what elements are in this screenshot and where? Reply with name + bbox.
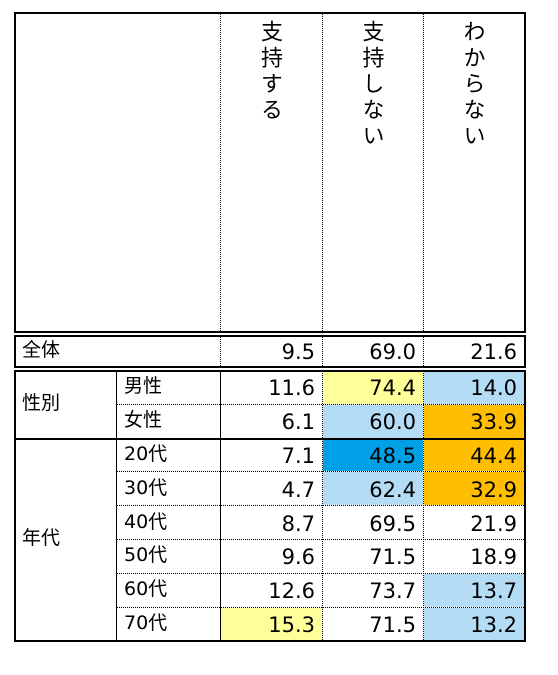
row-value-1-3: 14.0: [470, 376, 517, 401]
overall-divider-3: [423, 335, 424, 366]
row-label-4: 30代: [124, 476, 168, 499]
row-value-1-2: 74.4: [369, 376, 416, 401]
overall-left-border: [14, 335, 16, 366]
body-top-border: [14, 370, 526, 372]
row-value-1-1: 11.6: [268, 376, 315, 401]
highlight-orange-4-3: [424, 472, 524, 506]
highlight-light-blue-8-3: [424, 607, 524, 641]
body-left-border: [14, 370, 16, 641]
row-label-1: 男性: [124, 375, 163, 398]
row-label-5: 40代: [124, 510, 168, 533]
header-right-border: [524, 12, 526, 331]
highlight-yellow-8-1: [221, 607, 322, 641]
group-label-2: 年代: [22, 527, 61, 550]
header-divider-2: [322, 12, 323, 331]
header-divider-3: [423, 12, 424, 331]
highlight-light-blue-7-3: [424, 573, 524, 607]
row-value-3-1: 7.1: [281, 443, 315, 468]
overall-bottom-border: [14, 366, 526, 368]
row-value-8-3: 13.2: [470, 612, 517, 637]
row-value-7-3: 13.7: [470, 579, 517, 604]
highlight-orange-3-3: [424, 438, 524, 472]
overall-value-3: 21.6: [470, 340, 517, 364]
row-value-2-1: 6.1: [281, 410, 315, 435]
row-value-6-2: 71.5: [369, 545, 416, 570]
category-divider: [116, 370, 117, 641]
highlight-orange-2-3: [424, 404, 524, 438]
row-label-7: 60代: [124, 578, 168, 601]
row-divider-4: [116, 471, 524, 473]
header-left-border: [14, 12, 16, 331]
overall-divider-1: [220, 335, 221, 366]
body-right-border: [524, 370, 526, 641]
label-divider: [220, 370, 221, 641]
row-label-3: 20代: [124, 442, 168, 465]
row-value-8-2: 71.5: [369, 612, 416, 637]
column-header-2: 支持しない: [358, 20, 384, 150]
row-value-8-1: 15.3: [268, 612, 315, 637]
row-divider-2: [116, 403, 524, 405]
highlight-light-blue-2-2: [323, 404, 423, 438]
row-value-3-3: 44.4: [470, 443, 517, 468]
overall-value-2: 69.0: [369, 340, 416, 364]
row-value-6-3: 18.9: [470, 545, 517, 570]
row-divider-5: [116, 505, 524, 507]
row-value-5-2: 69.5: [369, 511, 416, 536]
row-value-2-2: 60.0: [369, 410, 416, 435]
row-label-8: 70代: [124, 611, 168, 634]
row-label-6: 50代: [124, 544, 168, 567]
highlight-light-blue-1-3: [424, 371, 524, 404]
row-value-5-1: 8.7: [281, 511, 315, 536]
column-header-1: 支持する: [257, 20, 282, 124]
row-divider-7: [116, 572, 524, 574]
row-value-7-2: 73.7: [369, 579, 416, 604]
row-value-5-3: 21.9: [470, 511, 517, 536]
body-divider-2: [423, 370, 424, 641]
column-header-3: わからない: [459, 20, 485, 150]
group-separator-1: [14, 437, 526, 440]
row-value-7-1: 12.6: [268, 579, 315, 604]
overall-divider-2: [322, 335, 323, 366]
row-value-6-1: 9.6: [281, 545, 315, 570]
row-value-4-2: 62.4: [369, 477, 416, 502]
overall-top-border: [14, 335, 526, 337]
row-divider-8: [116, 606, 524, 608]
highlight-light-blue-4-2: [323, 472, 423, 506]
overall-right-border: [524, 335, 526, 366]
row-value-4-1: 4.7: [281, 477, 315, 502]
group-label-1: 性別: [22, 392, 61, 415]
row-value-2-3: 33.9: [470, 410, 517, 435]
overall-value-1: 9.5: [281, 340, 315, 364]
row-value-3-2: 48.5: [369, 443, 416, 468]
row-divider-6: [116, 539, 524, 540]
header-bottom-border: [14, 331, 526, 333]
highlight-yellow-1-2: [323, 371, 423, 404]
overall-label: 全体: [22, 339, 61, 361]
row-value-4-3: 32.9: [470, 477, 517, 502]
header-divider-1: [220, 12, 221, 331]
header-top-border: [14, 12, 526, 14]
body-divider-1: [322, 370, 323, 641]
body-bottom-border: [14, 640, 526, 643]
highlight-blue-3-2: [323, 438, 423, 472]
row-label-2: 女性: [124, 409, 163, 432]
